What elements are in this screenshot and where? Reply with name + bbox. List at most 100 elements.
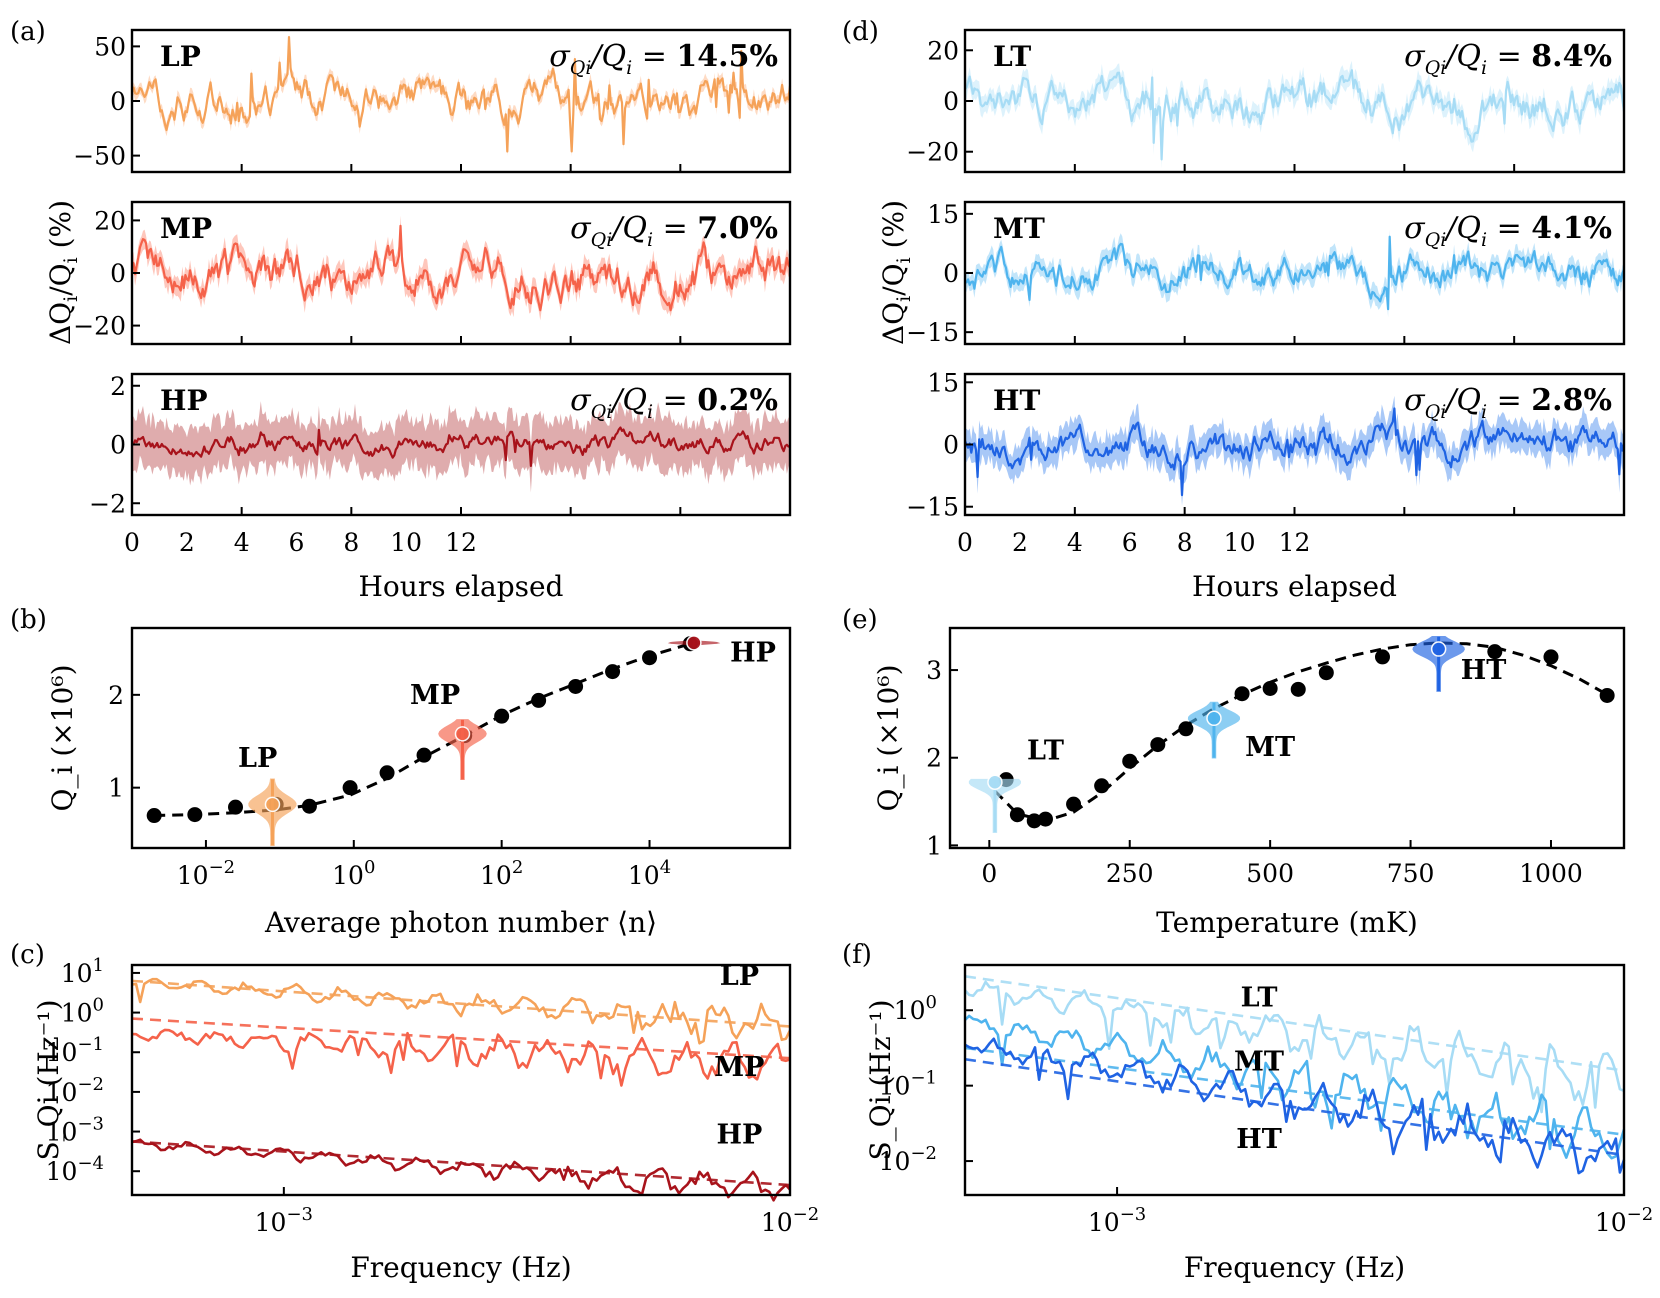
sigma-annotation: σQi/Qi = 8.4% (1404, 39, 1612, 79)
data-point (1234, 686, 1250, 702)
x-tick-label: 10−3 (1088, 1204, 1146, 1237)
x-tick-label: 0 (124, 528, 140, 557)
x-tick-label-base: 10 (332, 861, 364, 890)
x-tick-label-exp: −2 (1627, 1204, 1654, 1225)
psd-line-mp (131, 1028, 791, 1087)
violin-label: LP (238, 743, 277, 774)
plot-frame (130, 200, 792, 346)
x-tick-label: 6 (289, 528, 305, 557)
y-axis-label-b: i (60, 296, 82, 302)
sigma-subscript-2: i (1481, 401, 1487, 423)
plot-frame (963, 963, 1626, 1197)
series-line-lt (964, 69, 1626, 161)
sigma-symbol: σ (1404, 211, 1426, 246)
violin-label: MT (1245, 732, 1295, 763)
sigma-symbol: σ (1404, 39, 1426, 74)
y-tick-label-exp: −2 (77, 1074, 104, 1095)
sigma-value: 4.1% (1531, 211, 1612, 246)
x-tick-label-base: 10 (1595, 1208, 1627, 1237)
x-tick-label-exp: 2 (512, 857, 523, 878)
y-tick-label-base: 10 (61, 999, 93, 1028)
timeseries-mp: 20 0 −20 MP σQi/Qi = 7.0% (73, 206, 791, 344)
timeseries-lt: 20 0 −20 LT σQi/Qi = 8.4% (906, 36, 1626, 172)
fit-curve (993, 641, 1608, 823)
y-axis-label: S_Qi (Hz⁻¹) (864, 999, 897, 1160)
data-point (228, 799, 244, 815)
y-axis-label: ΔQi/Qi (%) (877, 200, 915, 345)
data-point (146, 808, 162, 824)
sigma-annotation: σQi/Qi = 14.5% (549, 39, 778, 79)
data-point (1487, 644, 1503, 660)
series-tag: MP (160, 212, 212, 245)
data-point (605, 664, 621, 680)
y-axis-label-c: /Q (877, 263, 910, 295)
y-tick-label: −50 (73, 142, 126, 171)
x-tick-label: 10 (1224, 528, 1256, 557)
y-tick-label: −15 (906, 318, 959, 347)
y-axis-label-d: i (893, 257, 915, 263)
data-point (1094, 778, 1110, 794)
y-tick-label: 0 (110, 87, 126, 116)
plot-frame (130, 963, 792, 1197)
x-tick-label-exp: −2 (209, 857, 236, 878)
psd-label: LT (1241, 982, 1278, 1013)
data-point (1026, 813, 1042, 829)
y-tick-label: 101 (61, 955, 104, 988)
x-tick-label: 500 (1246, 859, 1294, 888)
y-tick-label: 10−2 (46, 1074, 104, 1107)
x-tick-label: 2 (179, 528, 195, 557)
sigma-value: 2.8% (1531, 383, 1612, 418)
y-tick-label: 10−1 (879, 1068, 937, 1101)
y-axis-label-d: i (60, 257, 82, 263)
series-line-lp (130, 36, 792, 153)
plot-frame (130, 28, 792, 174)
x-axis-label: Hours elapsed (1192, 570, 1397, 603)
psd-label: HT (1236, 1124, 1282, 1155)
sigma-symbol: σ (1404, 383, 1426, 418)
x-tick-label-base: 10 (255, 1208, 287, 1237)
sigma-symbol: σ (570, 211, 592, 246)
x-axis-label: Temperature (mK) (1156, 906, 1418, 939)
timeseries-ht: 15 0 −15 HT σQi/Qi = 2.8% (906, 368, 1626, 522)
sigma-eq: = (1487, 211, 1531, 246)
sigma-subscript-2: i (647, 229, 653, 251)
psd-line-mt (964, 1014, 1626, 1160)
violin-median-lp (264, 796, 281, 813)
y-tick-label-base: 10 (879, 1072, 911, 1101)
y-tick-label-base: 10 (894, 996, 926, 1025)
y-tick-label-exp: 1 (93, 955, 104, 976)
sigma-subscript-2: i (1481, 57, 1487, 79)
y-tick-label: 10−4 (46, 1153, 104, 1186)
data-point (416, 747, 432, 763)
uncertainty-band-ht (965, 395, 1624, 507)
y-tick-label-exp: −1 (910, 1068, 937, 1089)
data-point (1599, 687, 1615, 703)
x-axis-label: Frequency (Hz) (350, 1251, 571, 1284)
x-axis-label: Frequency (Hz) (1184, 1251, 1405, 1284)
x-axis-label: Hours elapsed (359, 570, 564, 603)
panel-label: (f) (842, 940, 872, 970)
psd-line-lp (131, 977, 792, 1045)
series-tag: HP (160, 384, 208, 417)
violin-median-hp (686, 635, 702, 651)
uncertainty-band-hp (132, 401, 790, 493)
sigma-value: 14.5% (676, 39, 778, 74)
x-tick-label-exp: −2 (793, 1204, 820, 1225)
panel-e: LT MT HT 1 2 3 0 250 500 750 1000 Temperature (mK) Q… (872, 636, 1615, 939)
panel-label: (d) (842, 17, 879, 47)
y-axis-label: S_Qi (Hz⁻¹) (32, 999, 65, 1160)
x-tick-label: 104 (628, 857, 671, 890)
data-point (187, 807, 203, 823)
series-tag: LT (993, 40, 1031, 73)
y-axis-label-c: /Q (44, 263, 77, 295)
y-tick-label-exp: −4 (77, 1153, 104, 1174)
sigma-subscript: Qi (1425, 57, 1447, 79)
y-tick-label: 100 (894, 992, 937, 1025)
plot-frame (963, 372, 1626, 517)
sigma-annotation: σQi/Qi = 4.1% (1404, 211, 1612, 251)
violin-label: HP (730, 637, 776, 668)
y-tick-label-exp: −3 (77, 1114, 104, 1135)
y-axis-label-a: ΔQ (877, 302, 910, 345)
y-tick-label: 10−1 (46, 1034, 104, 1067)
